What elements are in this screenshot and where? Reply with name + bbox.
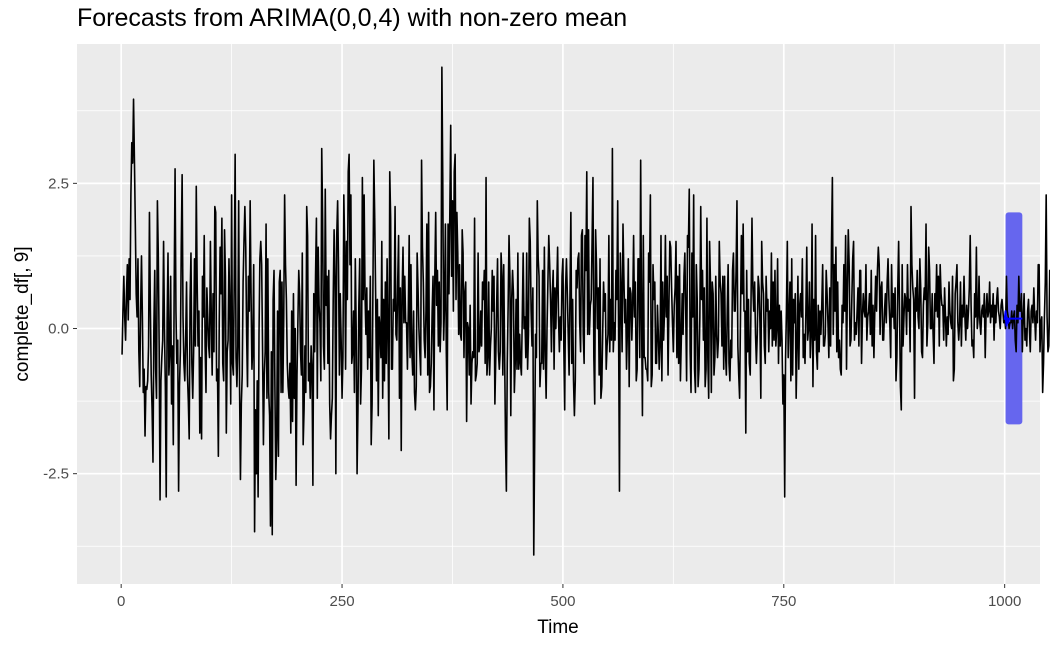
y-tick-label: 2.5	[48, 175, 69, 192]
x-axis-title: Time	[537, 617, 579, 638]
y-axis: -2.5 0.0 2.5	[43, 175, 77, 483]
x-tick-label: 250	[330, 593, 355, 610]
x-tick-label: 750	[771, 593, 796, 610]
chart-title: Forecasts from ARIMA(0,0,4) with non-zer…	[77, 4, 628, 32]
x-axis: 0 250 500 750 1000	[117, 584, 1021, 610]
y-tick-label: -2.5	[43, 466, 69, 483]
x-tick-label: 1000	[988, 593, 1021, 610]
forecast-mean-line	[1003, 310, 1023, 327]
series-layer	[121, 66, 1050, 556]
y-axis-title: complete_df[, 9]	[12, 246, 33, 381]
x-tick-label: 0	[117, 593, 125, 610]
y-tick-label: 0.0	[48, 321, 69, 338]
x-tick-label: 500	[550, 593, 575, 610]
observed-line	[121, 66, 1050, 556]
